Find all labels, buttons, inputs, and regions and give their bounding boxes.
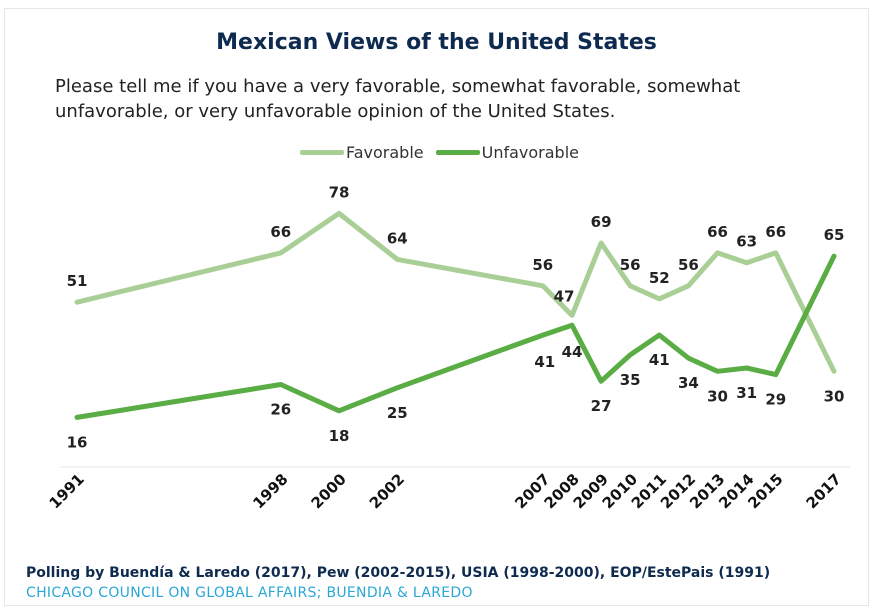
chart-frame — [4, 8, 869, 606]
data-label-unfavorable-2000: 18 — [329, 427, 350, 445]
x-tick-label-1998: 1998 — [249, 470, 291, 512]
data-label-unfavorable-2012: 34 — [678, 374, 699, 392]
data-label-unfavorable-2014: 31 — [736, 384, 757, 402]
data-label-favorable-1998: 66 — [270, 223, 291, 241]
data-label-unfavorable-1991: 16 — [67, 433, 88, 451]
data-label-favorable-2017: 30 — [824, 387, 845, 405]
chart-title: Mexican Views of the United States — [216, 30, 657, 55]
legend-label-unfavorable: Unfavorable — [481, 142, 579, 162]
data-label-unfavorable-2010: 35 — [620, 371, 641, 389]
legend-swatch-unfavorable — [435, 149, 480, 155]
data-label-favorable-2010: 56 — [620, 256, 641, 274]
data-label-favorable-2011: 52 — [649, 269, 670, 287]
data-label-unfavorable-2007: 41 — [534, 353, 555, 371]
data-label-unfavorable-2008: 44 — [562, 343, 583, 361]
legend-label-favorable: Favorable — [346, 142, 424, 162]
data-label-unfavorable-2009: 27 — [591, 397, 612, 415]
data-label-unfavorable-1998: 26 — [270, 401, 291, 419]
data-label-favorable-2012: 56 — [678, 256, 699, 274]
series-line-favorable — [74, 210, 837, 374]
data-label-favorable-2000: 78 — [329, 183, 350, 201]
data-label-favorable-2009: 69 — [591, 213, 612, 231]
data-label-unfavorable-2015: 29 — [765, 391, 786, 409]
data-label-favorable-2013: 66 — [707, 223, 728, 241]
data-label-unfavorable-2002: 25 — [387, 404, 408, 422]
data-label-unfavorable-2013: 30 — [707, 387, 728, 405]
chart-subtitle: Please tell me if you have a very favora… — [55, 76, 741, 122]
data-label-unfavorable-2011: 41 — [649, 351, 670, 369]
x-tick-label-1991: 1991 — [46, 470, 88, 512]
data-label-unfavorable-2017: 65 — [824, 226, 845, 244]
series-line-unfavorable — [74, 253, 837, 420]
x-tick-label-2017: 2017 — [803, 470, 845, 512]
data-label-favorable-2014: 63 — [736, 233, 757, 251]
data-label-favorable-2002: 64 — [387, 229, 408, 247]
legend-item-unfavorable: Unfavorable — [435, 142, 579, 162]
chart-footnote: Polling by Buendía & Laredo (2017), Pew … — [26, 565, 771, 581]
x-tick-label-2000: 2000 — [308, 470, 350, 512]
legend-item-favorable: Favorable — [300, 143, 424, 162]
x-tick-label-2002: 2002 — [366, 470, 408, 512]
data-label-favorable-2008: 47 — [554, 287, 575, 305]
chart-source: CHICAGO COUNCIL ON GLOBAL AFFAIRS; BUEND… — [26, 585, 473, 601]
data-label-favorable-2007: 56 — [532, 256, 553, 274]
legend-swatch-favorable — [300, 149, 344, 155]
data-label-favorable-2015: 66 — [765, 223, 786, 241]
legend: Favorable Unfavorable — [300, 142, 591, 162]
data-label-favorable-1991: 51 — [67, 272, 88, 290]
